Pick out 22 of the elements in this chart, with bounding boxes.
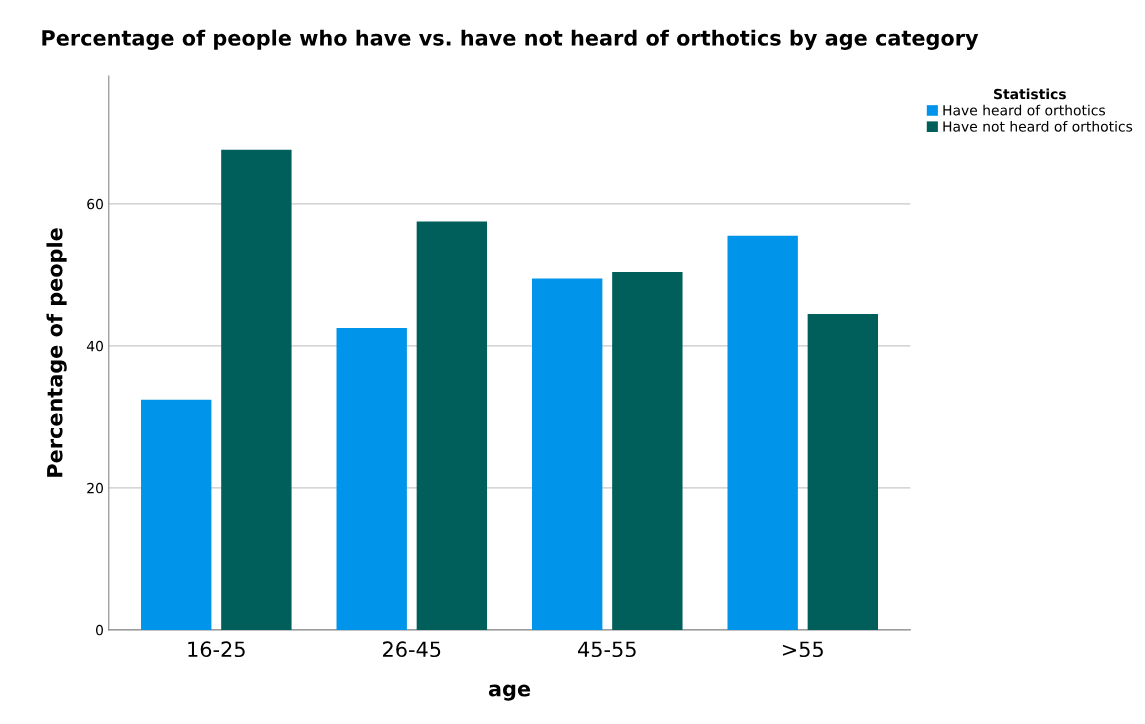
chart-title: Percentage of people who have vs. have not heard of orthotics by age category: [42, 29, 979, 50]
bar: [532, 278, 603, 630]
bar: [807, 313, 879, 630]
bar: [336, 328, 407, 630]
bar: [727, 235, 798, 630]
x-axis-title: age: [488, 684, 531, 701]
bar: [221, 149, 292, 630]
x-tick-label: 45-55: [578, 641, 636, 658]
legend-label: Have not heard of orthotics: [943, 120, 1133, 132]
bar: [141, 399, 212, 630]
y-tick-label: 20: [87, 482, 103, 494]
y-tick-label: 60: [87, 198, 103, 210]
x-tick-label: 16-25: [188, 641, 245, 658]
bar: [416, 221, 488, 630]
legend-title: Statistics: [994, 88, 1066, 100]
x-tick-label: 26-45: [383, 641, 441, 658]
legend-label: Have heard of orthotics: [943, 104, 1106, 116]
bar: [612, 272, 683, 630]
x-tick-label: >55: [782, 641, 823, 658]
y-axis-title: Percentage of people: [46, 228, 67, 477]
y-tick-label: 0: [95, 624, 103, 636]
y-tick-label: 40: [86, 340, 103, 352]
